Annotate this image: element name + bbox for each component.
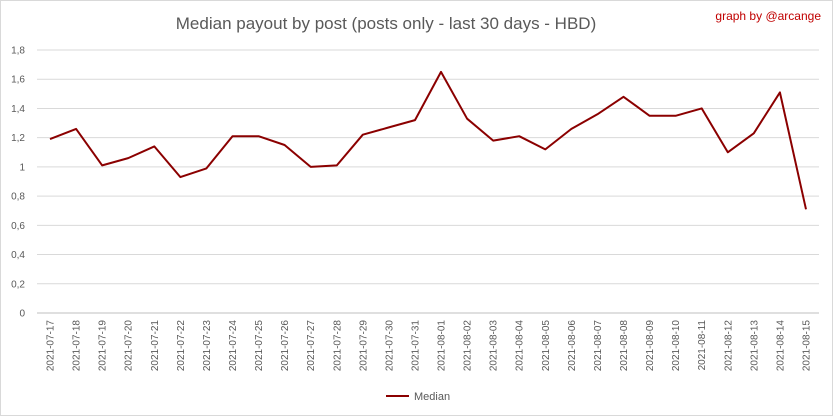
legend: Median xyxy=(386,391,450,403)
y-tick-label: 0,8 xyxy=(11,192,25,203)
chart-credit: graph by @arcange xyxy=(715,9,821,23)
x-tick-label: 2021-07-22 xyxy=(176,320,187,372)
x-tick-label: 2021-07-21 xyxy=(150,320,161,372)
series-line-median xyxy=(49,70,807,210)
y-tick-label: 1,2 xyxy=(11,133,25,144)
x-tick-label: 2021-07-30 xyxy=(384,320,395,372)
x-tick-label: 2021-08-14 xyxy=(775,320,786,372)
y-tick-label: 0,6 xyxy=(11,221,25,232)
x-tick-label: 2021-08-08 xyxy=(619,320,630,372)
x-tick-label: 2021-08-10 xyxy=(671,320,682,372)
x-tick-label: 2021-08-12 xyxy=(723,320,734,372)
x-axis-ticks: 2021-07-17 2021-07-18 2021-07-19 2021-07-20… xyxy=(46,320,813,372)
y-tick-label: 0,4 xyxy=(11,250,25,261)
x-tick-label: 2021-07-29 xyxy=(358,320,369,372)
x-tick-label: 2021-08-01 xyxy=(437,320,448,372)
x-tick-label: 2021-07-19 xyxy=(98,320,109,372)
chart-title: Median payout by post (posts only - last… xyxy=(176,14,596,33)
x-tick-label: 2021-08-04 xyxy=(515,320,526,372)
x-tick-label: 2021-08-05 xyxy=(541,320,552,372)
x-tick-label: 2021-07-18 xyxy=(72,320,83,372)
x-tick-label: 2021-08-03 xyxy=(489,320,500,372)
x-tick-label: 2021-07-27 xyxy=(306,320,317,372)
x-tick-label: 2021-08-09 xyxy=(645,320,656,372)
x-tick-label: 2021-08-13 xyxy=(749,320,760,372)
gridlines xyxy=(37,49,819,314)
x-tick-label: 2021-07-17 xyxy=(46,320,57,372)
x-tick-label: 2021-08-07 xyxy=(593,320,604,372)
x-tick-label: 2021-08-15 xyxy=(801,320,812,372)
x-tick-label: 2021-07-31 xyxy=(410,320,421,372)
y-tick-label: 0,2 xyxy=(11,279,25,290)
y-tick-label: 1,4 xyxy=(11,104,25,115)
x-tick-label: 2021-08-02 xyxy=(463,320,474,372)
x-tick-label: 2021-07-20 xyxy=(124,320,135,372)
y-tick-label: 1,6 xyxy=(11,75,25,86)
y-tick-label: 1,8 xyxy=(11,46,25,57)
x-tick-label: 2021-07-25 xyxy=(254,320,265,372)
y-tick-label: 1 xyxy=(19,162,25,173)
series-layer xyxy=(49,70,807,210)
x-tick-label: 2021-07-23 xyxy=(202,320,213,372)
x-tick-label: 2021-08-06 xyxy=(567,320,578,372)
x-tick-label: 2021-07-28 xyxy=(332,320,343,372)
x-tick-label: 2021-08-11 xyxy=(697,320,708,371)
legend-label-median: Median xyxy=(414,391,450,403)
x-tick-label: 2021-07-26 xyxy=(280,320,291,372)
y-tick-label: 0 xyxy=(19,309,25,320)
y-axis-ticks: 0 0,2 0,4 0,6 0,8 1 1,2 1,4 1,6 1,8 xyxy=(11,46,25,320)
x-tick-label: 2021-07-24 xyxy=(228,320,239,372)
